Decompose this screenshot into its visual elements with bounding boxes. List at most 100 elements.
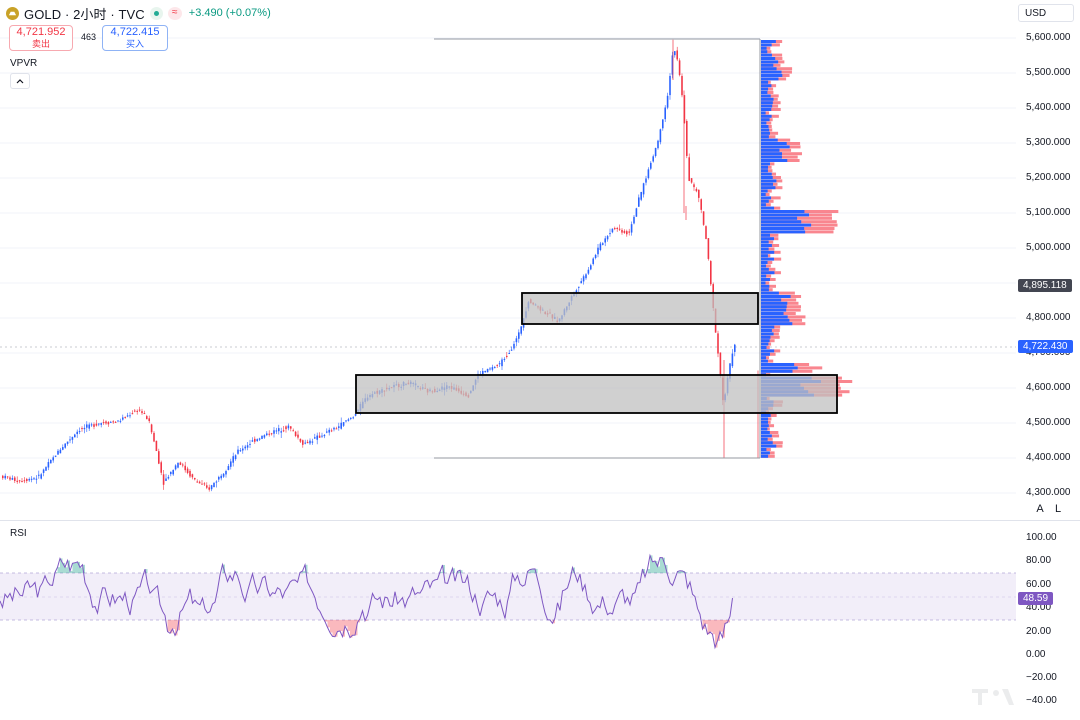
volume-profile-bar xyxy=(761,172,772,176)
volume-profile-bar xyxy=(761,254,768,258)
candle-body xyxy=(674,51,676,56)
rsi-overbought-fill xyxy=(457,571,460,574)
volume-profile-bar xyxy=(761,128,770,132)
rsi-overbought-fill xyxy=(60,558,63,574)
candle-body xyxy=(482,370,484,375)
candle-body xyxy=(292,430,294,432)
volume-profile-bar xyxy=(761,196,772,200)
rsi-oversold-fill xyxy=(335,619,338,637)
candle-body xyxy=(21,481,23,483)
rsi-oversold-fill xyxy=(552,619,555,624)
log-scale-button[interactable]: L xyxy=(1054,503,1062,515)
rsi-overbought-fill xyxy=(530,569,533,574)
candle-body xyxy=(179,462,182,465)
gold-symbol-icon xyxy=(6,6,19,20)
candle-body xyxy=(124,416,126,418)
candle-body xyxy=(62,447,64,450)
candle-body xyxy=(237,449,239,454)
candle-body xyxy=(335,428,338,430)
collapse-indicators-button[interactable] xyxy=(10,73,30,89)
candle-body xyxy=(117,420,119,422)
volume-profile-bar xyxy=(761,118,770,122)
price-tick: 4,300.000 xyxy=(1026,487,1071,498)
rsi-overbought-fill xyxy=(650,555,653,574)
buy-button[interactable]: 4,722.415 买入 xyxy=(102,25,168,51)
vpvr-indicator-label[interactable]: VPVR xyxy=(10,58,38,69)
candle-body xyxy=(316,435,318,440)
volume-profile-bar xyxy=(761,335,771,339)
rsi-overbought-fill xyxy=(665,565,668,574)
candle-body xyxy=(196,481,198,483)
symbol-title[interactable]: GOLD · 2小时 · TVC xyxy=(24,6,145,22)
candle-body xyxy=(213,482,215,488)
volume-profile-bar xyxy=(761,250,775,254)
rsi-overbought-fill xyxy=(80,567,83,574)
symbol-header[interactable]: GOLD · 2小时 · TVC ≈ +3.490 (+0.07%) xyxy=(6,4,271,22)
candle-body xyxy=(33,478,35,480)
currency-selector[interactable]: USD xyxy=(1018,4,1074,22)
rsi-oversold-fill xyxy=(350,619,353,638)
rsi-overbought-fill xyxy=(235,571,238,574)
pane-divider[interactable] xyxy=(0,520,1080,521)
candle-body xyxy=(4,475,6,479)
rsi-oversold-fill xyxy=(340,619,343,632)
wave-icon: ≈ xyxy=(167,6,182,20)
candle-body xyxy=(45,467,47,471)
volume-profile-bar xyxy=(761,454,769,458)
volume-profile-bar xyxy=(761,159,788,162)
candle-body xyxy=(203,483,206,485)
candle-body xyxy=(182,464,184,466)
candle-body xyxy=(11,477,14,480)
candle-body xyxy=(652,156,654,162)
candle-body xyxy=(707,238,710,259)
candle-body xyxy=(64,443,66,448)
volume-profile-bar xyxy=(761,281,766,285)
rsi-overbought-fill xyxy=(535,568,538,574)
volume-profile-bar xyxy=(761,342,769,346)
rsi-oversold-fill xyxy=(702,619,705,629)
candle-body xyxy=(614,228,616,230)
price-chart[interactable] xyxy=(0,0,1080,520)
candle-body xyxy=(251,440,254,442)
resistance-zone-box[interactable] xyxy=(521,292,759,325)
candle-body xyxy=(263,435,266,438)
volume-profile-bar xyxy=(761,437,768,441)
rsi-tick: 80.00 xyxy=(1026,555,1052,566)
candle-body xyxy=(698,189,700,198)
candle-body xyxy=(326,431,328,433)
volume-profile-bar xyxy=(761,291,779,295)
rsi-tick: 40.00 xyxy=(1026,602,1052,613)
candle-body xyxy=(107,421,110,425)
candle-body xyxy=(645,178,647,183)
volume-profile-bar xyxy=(761,315,788,319)
candle-body xyxy=(218,476,220,480)
volume-profile-bar xyxy=(761,179,777,183)
candle-body xyxy=(225,471,227,475)
rsi-overbought-fill xyxy=(527,571,530,574)
rsi-oversold-fill xyxy=(325,619,328,622)
candle-body xyxy=(306,441,309,444)
candle-body xyxy=(165,478,167,481)
sell-button[interactable]: 4,721.952 卖出 xyxy=(9,25,73,51)
candle-body xyxy=(508,353,510,355)
rsi-band xyxy=(0,573,1016,620)
auto-scale-button[interactable]: A xyxy=(1036,503,1044,515)
volume-profile-bar xyxy=(761,111,766,115)
candle-body xyxy=(602,243,604,245)
rsi-overbought-fill xyxy=(657,566,660,574)
volume-profile-bar xyxy=(761,298,782,302)
candle-body xyxy=(138,409,141,411)
price-tick: 5,000.000 xyxy=(1026,242,1071,253)
rsi-indicator-label[interactable]: RSI xyxy=(10,528,27,539)
candle-body xyxy=(258,438,261,440)
candle-body xyxy=(666,95,669,108)
candle-body xyxy=(683,95,686,124)
volume-profile-bar xyxy=(761,182,774,186)
candle-body xyxy=(285,426,287,430)
volume-profile-bar xyxy=(761,257,774,261)
candle-body xyxy=(640,191,642,200)
candle-body xyxy=(18,480,21,482)
rsi-overbought-fill xyxy=(662,557,665,574)
support-zone-box[interactable] xyxy=(355,374,838,414)
